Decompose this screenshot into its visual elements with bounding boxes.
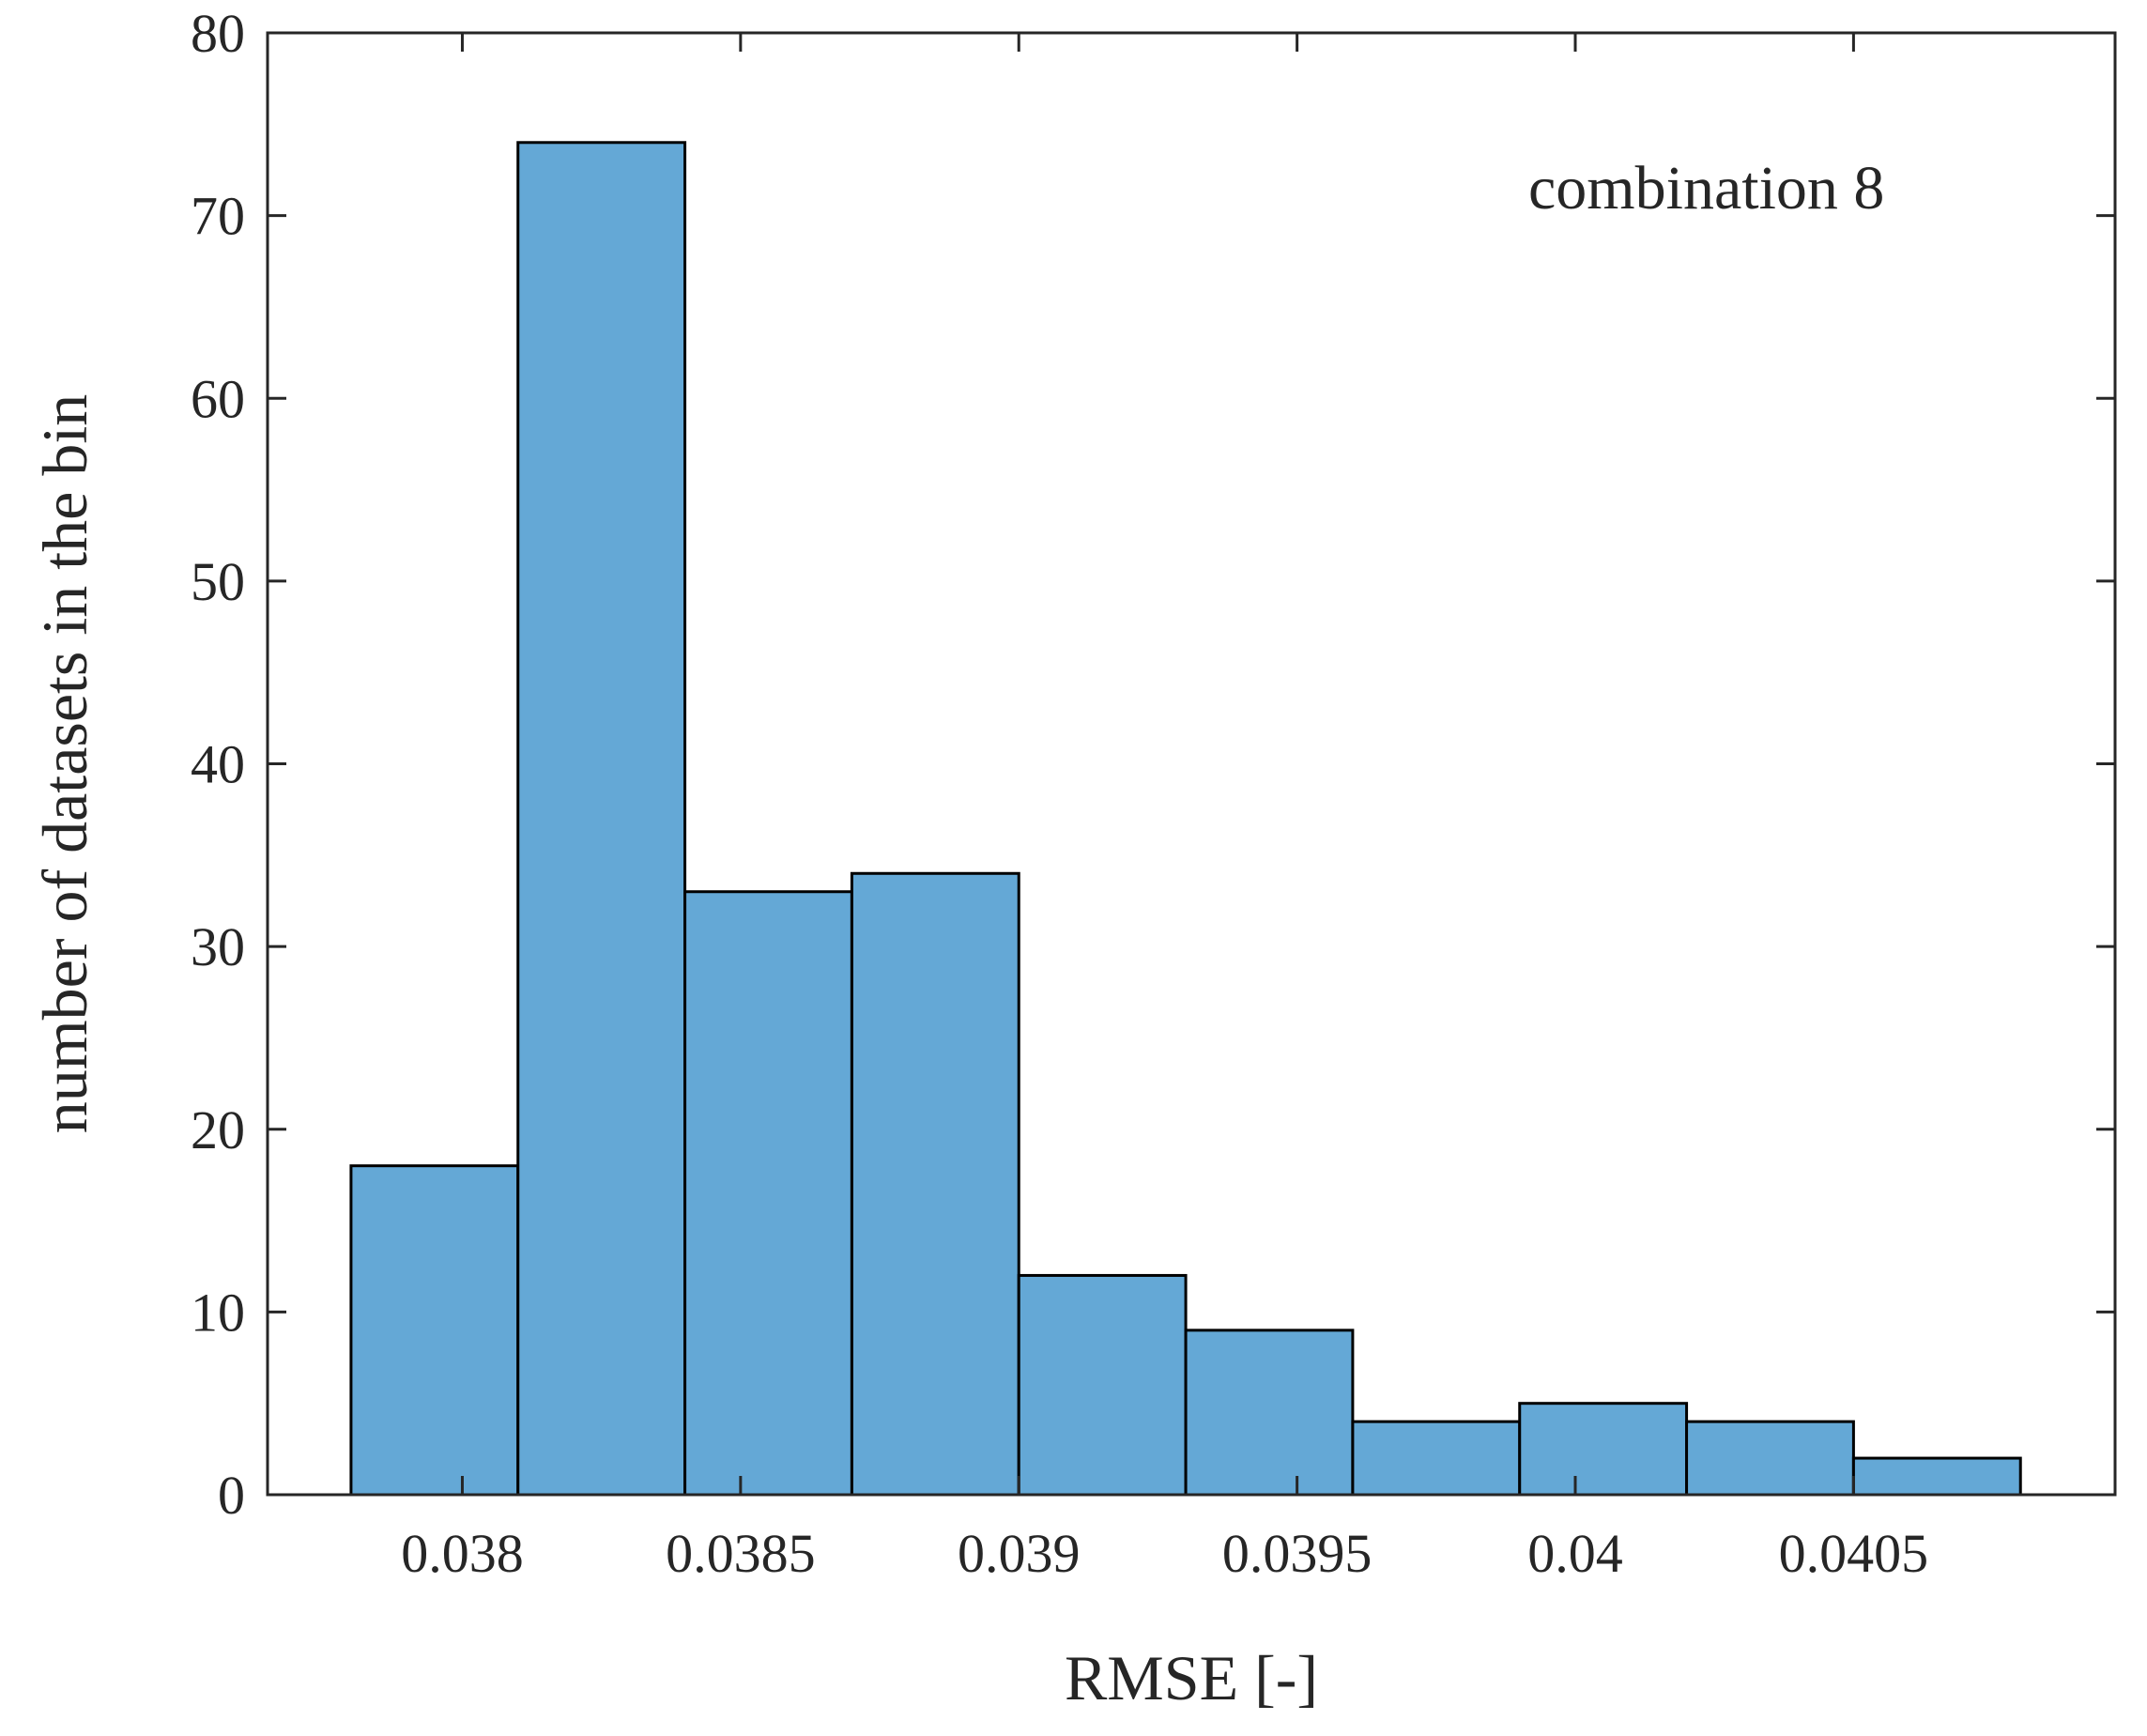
histogram-bar	[1851, 1456, 2022, 1497]
axes-box	[266, 31, 2117, 1497]
histogram-bar	[516, 141, 687, 1497]
y-tick-label: 80	[191, 3, 245, 64]
tick-labels-group: 0.038 0.0385 0.039 0.0395 0.04 0.0405 0 10 20 30 4…	[191, 3, 1928, 1584]
histogram-bar	[850, 871, 1020, 1497]
x-tick-label: 0.038	[401, 1523, 524, 1584]
x-axis-label: RMSE [-]	[1065, 1642, 1318, 1713]
x-tick-label: 0.0405	[1779, 1523, 1929, 1584]
histogram-bar	[349, 1164, 520, 1497]
y-tick-label: 70	[191, 186, 245, 247]
x-tick-label: 0.0385	[666, 1523, 816, 1584]
y-tick-label: 0	[218, 1465, 245, 1526]
histogram-bar	[1518, 1402, 1689, 1497]
x-tick-label: 0.0395	[1222, 1523, 1373, 1584]
x-tick-label: 0.039	[958, 1523, 1081, 1584]
y-tick-label: 40	[191, 734, 245, 795]
histogram-bar	[1685, 1420, 1855, 1497]
y-tick-label: 60	[191, 368, 245, 429]
histogram-bar	[683, 890, 853, 1497]
histogram-bar	[1351, 1420, 1522, 1497]
histogram-bar	[1017, 1273, 1188, 1497]
y-tick-label: 10	[191, 1282, 245, 1343]
x-tick-label: 0.04	[1527, 1523, 1623, 1584]
y-tick-label: 50	[191, 551, 245, 612]
y-axis-label: number of datasets in the bin	[29, 394, 100, 1133]
y-tick-label: 20	[191, 1099, 245, 1160]
histogram-bar	[1184, 1329, 1355, 1497]
y-tick-label: 30	[191, 916, 245, 977]
bars-group	[349, 141, 2022, 1497]
annotation-label: combination 8	[1528, 154, 1884, 223]
